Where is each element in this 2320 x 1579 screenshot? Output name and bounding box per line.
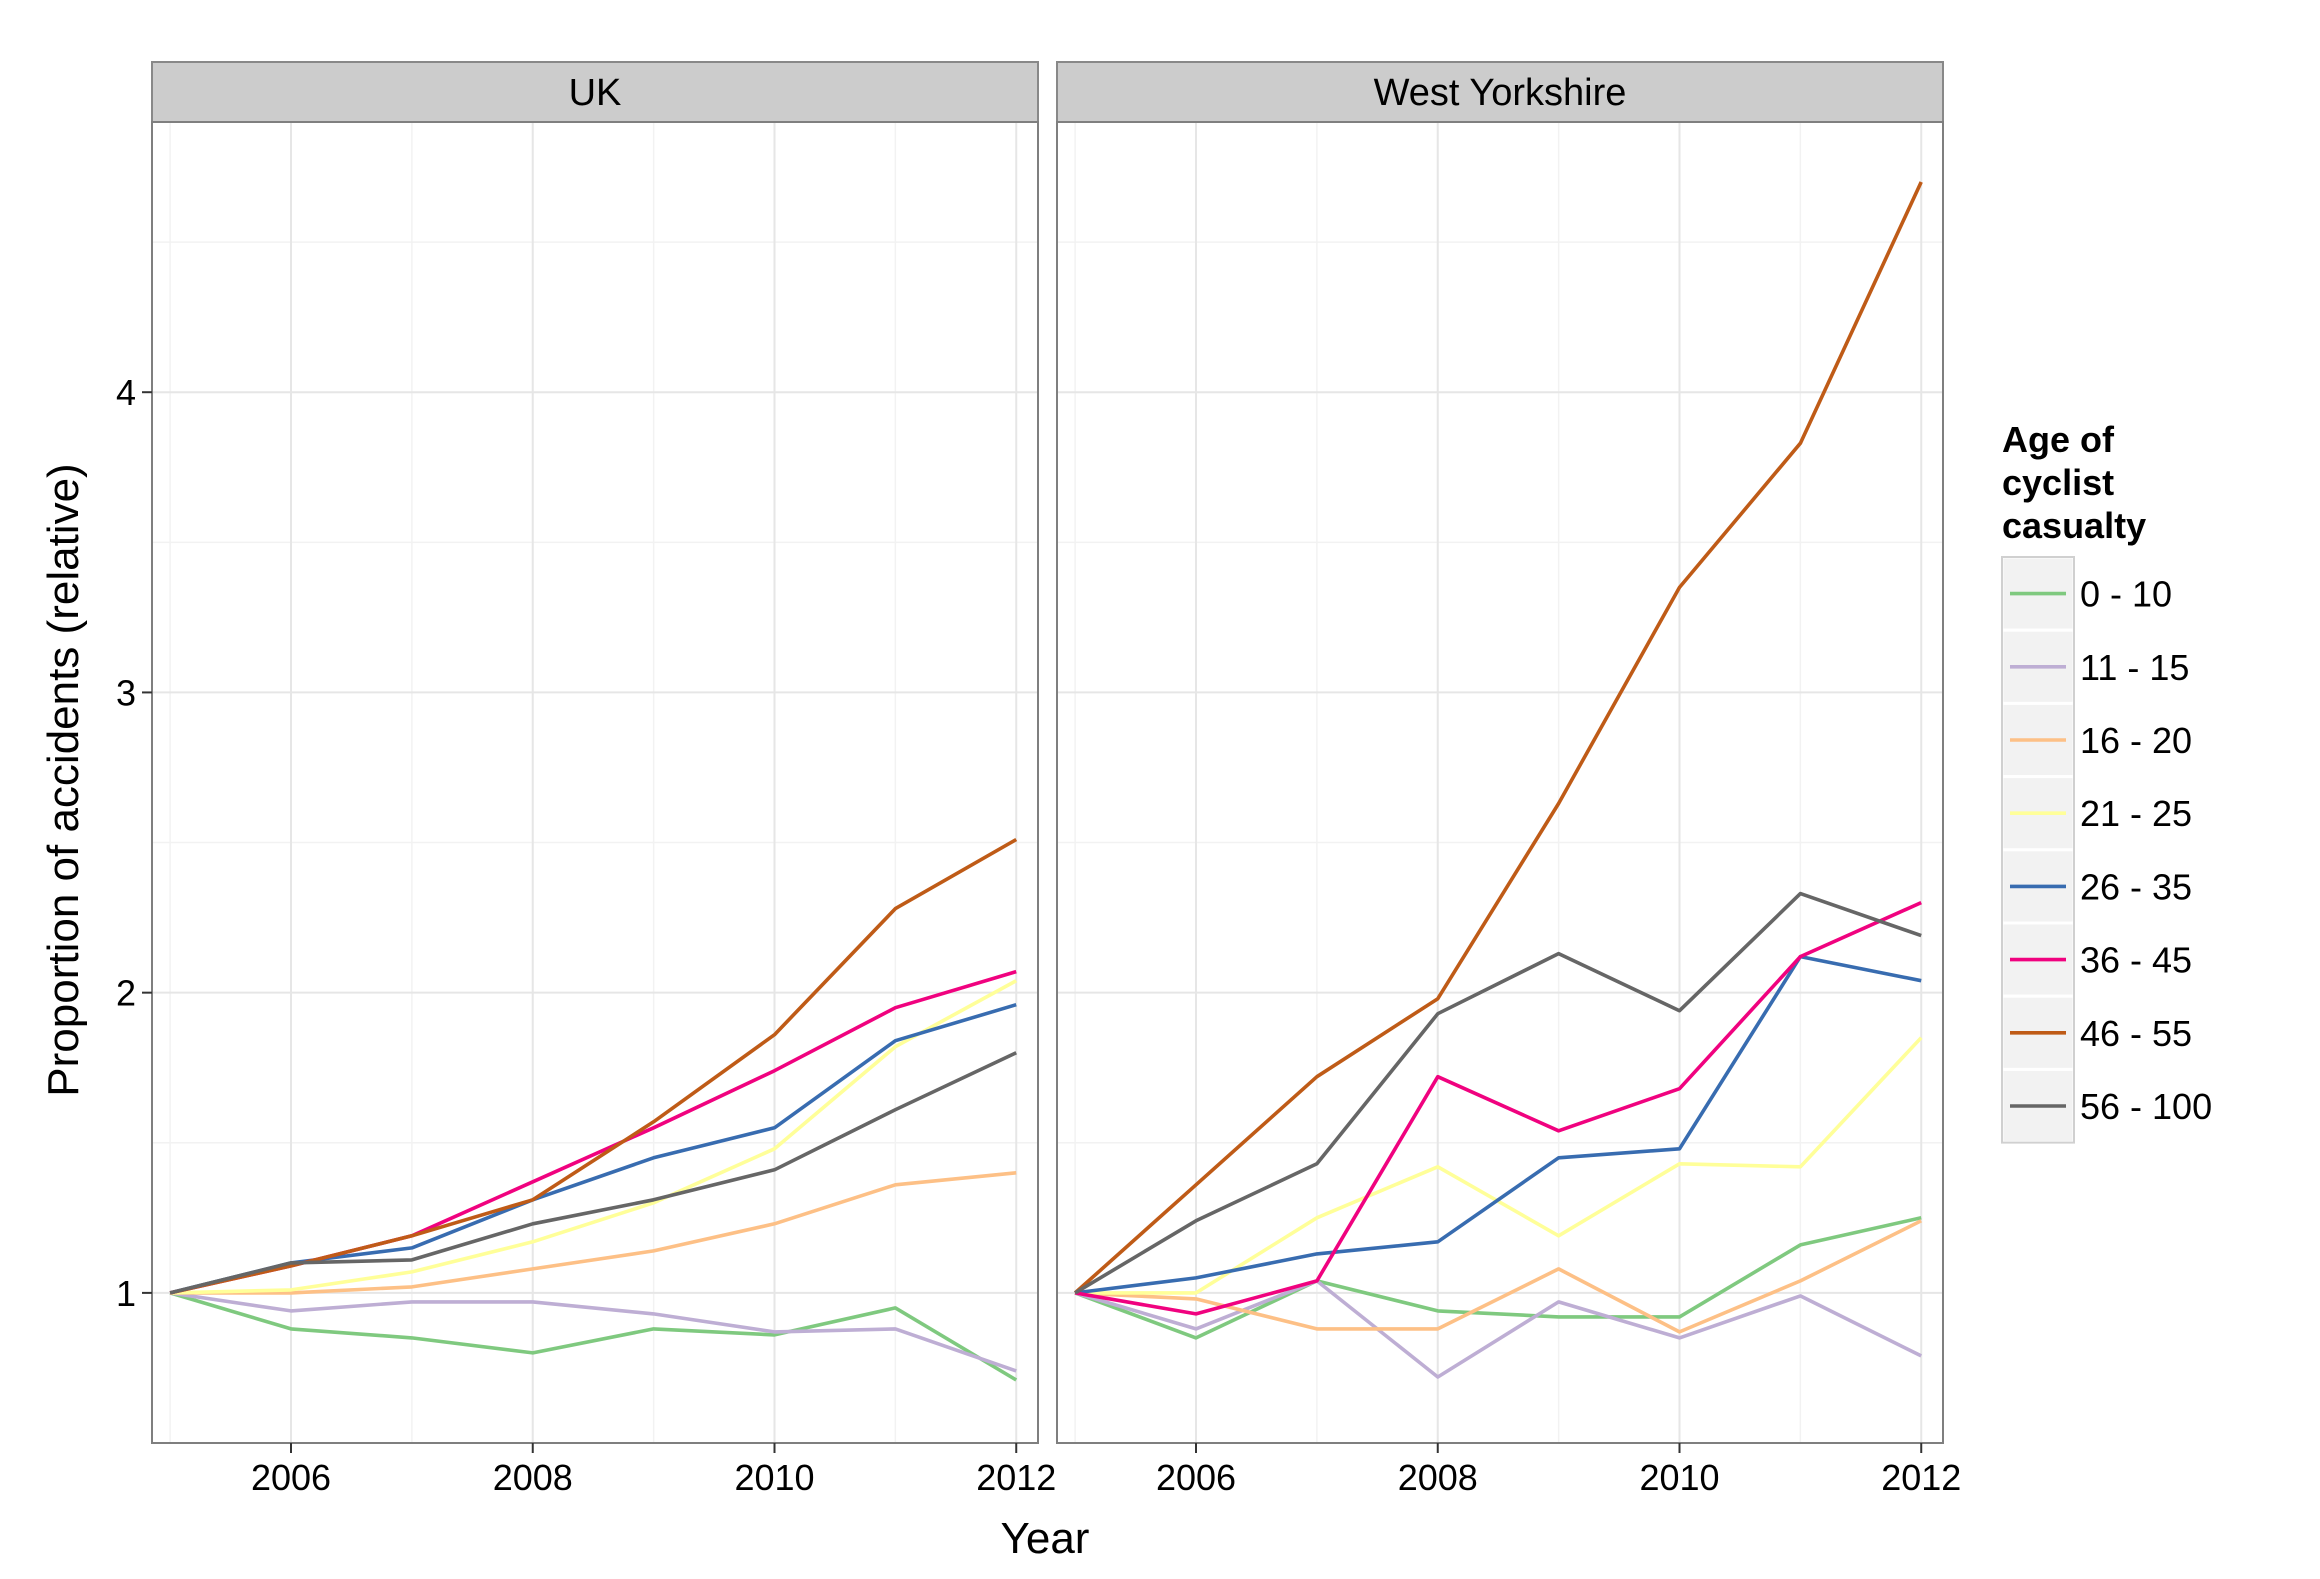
- legend-label: 0 - 10: [2080, 574, 2172, 615]
- panel-uk: UK 2006 2008 2010 2012: [151, 61, 1056, 1498]
- panel-background: [1057, 122, 1943, 1443]
- y-axis-title: Proportion of accidents (relative): [39, 463, 88, 1096]
- legend-item: 26 - 35: [2000, 848, 2192, 925]
- x-tick-label: 2006: [251, 1457, 331, 1498]
- legend-label: 56 - 100: [2080, 1086, 2212, 1127]
- legend-label: 46 - 55: [2080, 1013, 2192, 1054]
- x-tick-label: 2008: [1398, 1457, 1478, 1498]
- facet-panels: UK 2006 2008 2010 2012 West Yorkshire 2006 2008…: [151, 61, 1961, 1498]
- series-line-16-20: [1075, 1219, 1923, 1334]
- legend-label: 11 - 15: [2080, 647, 2189, 688]
- legend-title: Age of: [2002, 419, 2115, 460]
- panel-border: [151, 121, 1039, 1444]
- series-line-46-55: [1073, 181, 1923, 1295]
- series-line-56-100: [169, 1051, 1017, 1295]
- series-line-26-35: [1074, 954, 1922, 1295]
- panel-strip-title: UK: [569, 72, 622, 114]
- x-tick-label: 2010: [1639, 1457, 1719, 1498]
- legend-title: cyclist: [2002, 462, 2114, 503]
- series-line-0-10: [1074, 1216, 1922, 1340]
- legend-title: casualty: [2002, 505, 2146, 546]
- x-tick-label: 2010: [734, 1457, 814, 1498]
- series-line-56-100: [1074, 891, 1922, 1295]
- series-line-16-20: [170, 1171, 1017, 1295]
- legend-label: 26 - 35: [2080, 866, 2192, 907]
- x-tick-label: 2012: [976, 1457, 1056, 1498]
- panel-west-yorkshire: West Yorkshire 2006 2008 2010 2012: [1056, 61, 1961, 1498]
- x-tick-label: 2012: [1881, 1457, 1961, 1498]
- y-tick-label: 4: [116, 372, 136, 413]
- series-line-11-15: [169, 1291, 1017, 1373]
- series-line-36-45: [1074, 900, 1922, 1316]
- panel-border: [1056, 121, 1944, 1444]
- series-line-0-10: [169, 1291, 1018, 1382]
- series-line-11-15: [1074, 1279, 1923, 1379]
- legend-label: 36 - 45: [2080, 940, 2192, 981]
- legend-item: 16 - 20: [2000, 701, 2192, 779]
- y-tick-label: 3: [116, 672, 136, 713]
- legend-item: 56 - 100: [2000, 1067, 2212, 1145]
- y-tick-label: 2: [116, 973, 136, 1014]
- legend-item: 0 - 10: [2000, 555, 2172, 632]
- series-line-21-25: [170, 979, 1018, 1295]
- legend-label: 21 - 25: [2080, 793, 2192, 834]
- y-tick-label: 1: [116, 1273, 136, 1314]
- legend-label: 16 - 20: [2080, 720, 2192, 761]
- legend-item: 11 - 15: [2000, 628, 2189, 705]
- legend-key-border: [2001, 556, 2075, 1144]
- panel-strip-title: West Yorkshire: [1374, 72, 1627, 114]
- panel-strip: [151, 61, 1039, 123]
- x-tick-label: 2008: [493, 1457, 573, 1498]
- x-axis-title: Year: [1001, 1514, 1090, 1563]
- y-axis: 1 2 3 4: [116, 372, 152, 1314]
- x-tick-label: 2006: [1156, 1457, 1236, 1498]
- legend-item: 36 - 45: [2000, 921, 2192, 998]
- panel-background: [152, 122, 1038, 1443]
